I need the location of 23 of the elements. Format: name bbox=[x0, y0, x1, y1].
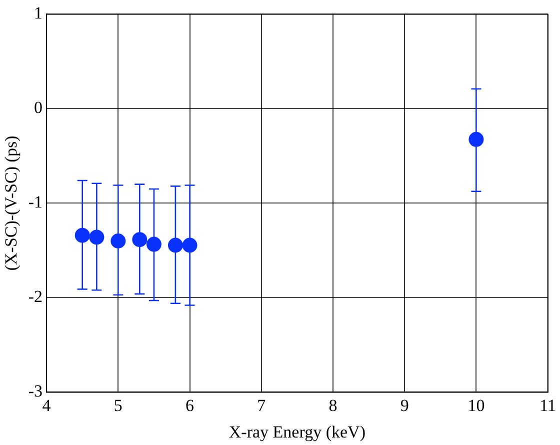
x-tick-label: 11 bbox=[540, 396, 556, 415]
point bbox=[182, 238, 198, 253]
point bbox=[74, 228, 90, 243]
x-tick-label: 9 bbox=[400, 396, 409, 415]
y-tick-label: -2 bbox=[28, 287, 43, 306]
x-tick-label: 4 bbox=[42, 396, 52, 415]
y-tick-label: 0 bbox=[34, 98, 43, 118]
point bbox=[468, 132, 484, 147]
y-tick-label: -3 bbox=[28, 382, 43, 401]
x-tick-label: 10 bbox=[468, 396, 485, 415]
point bbox=[146, 236, 162, 252]
x-tick-label: 6 bbox=[186, 396, 194, 415]
point bbox=[110, 234, 126, 248]
y-axis-title: (X-SC)-(V-SC) (ps) bbox=[2, 136, 21, 271]
x-tick-label: 5 bbox=[114, 396, 122, 415]
point bbox=[89, 230, 104, 245]
point bbox=[132, 232, 148, 248]
point bbox=[168, 238, 183, 253]
x-tick-label: 7 bbox=[257, 396, 266, 415]
x-axis-title: X-ray Energy (keV) bbox=[228, 422, 366, 442]
y-tick-label: 1 bbox=[34, 4, 43, 23]
y-tick-label: -1 bbox=[28, 192, 43, 212]
x-tick-label: 8 bbox=[328, 396, 338, 415]
